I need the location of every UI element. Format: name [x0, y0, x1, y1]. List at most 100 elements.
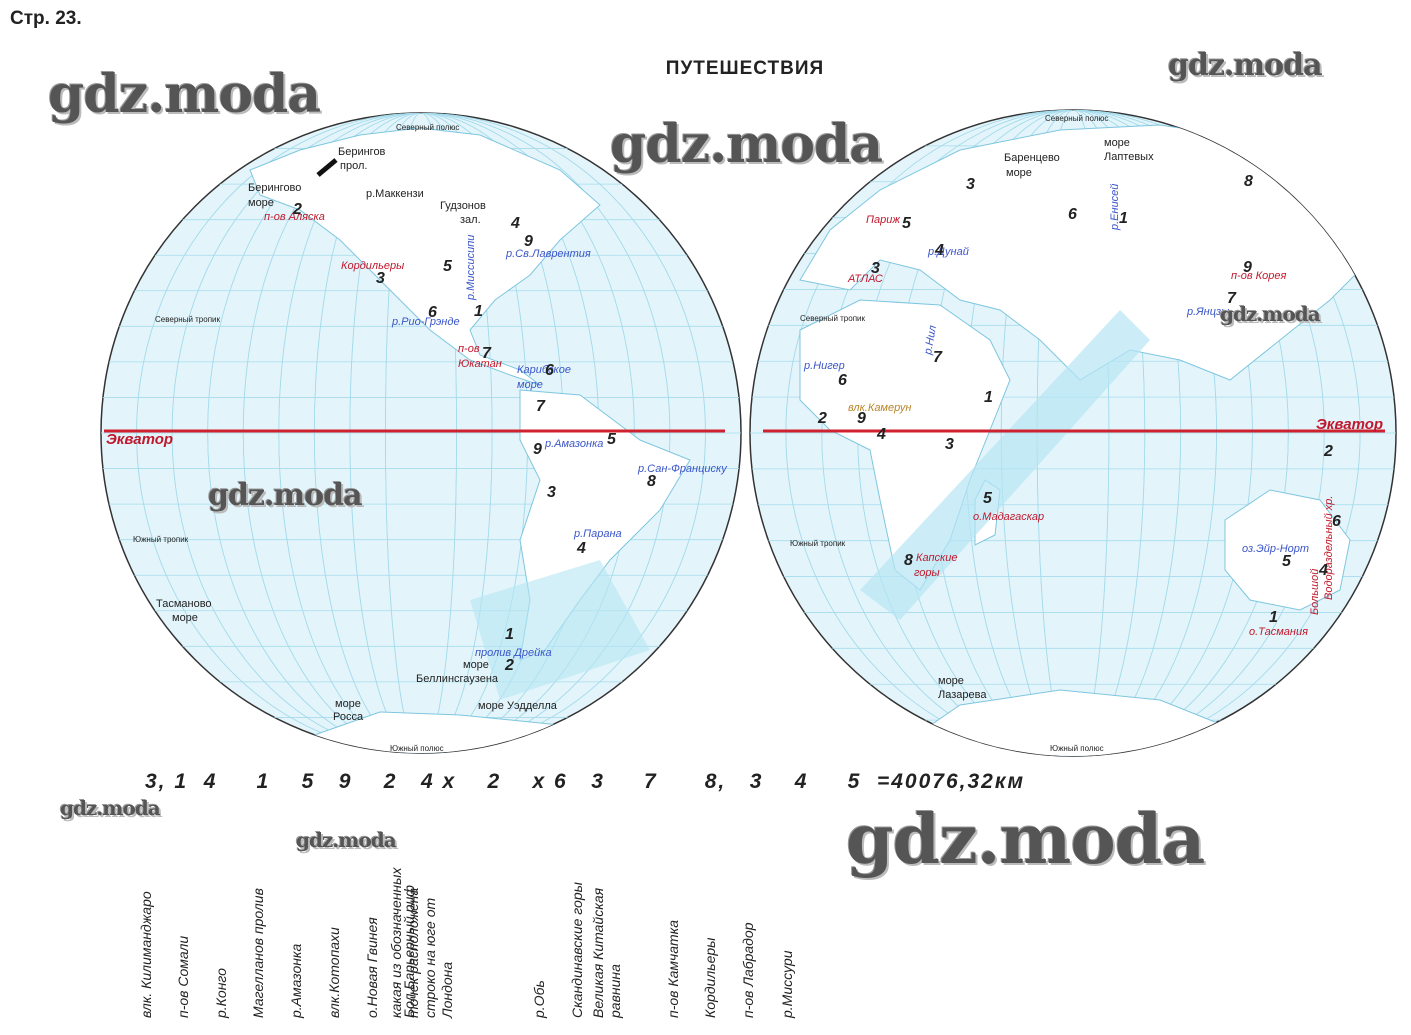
watermark: gdz.moda: [296, 828, 397, 852]
map-number: 2: [504, 657, 514, 674]
map-label: море: [248, 197, 274, 209]
map-number: 5: [902, 215, 912, 232]
page-title: ПУТЕШЕСТВИЯ: [665, 58, 825, 79]
map-number: 8: [1244, 173, 1253, 190]
map-label: Водораздельный хр.: [1323, 496, 1335, 600]
map-label: море: [1006, 167, 1032, 179]
answer-item: р.Обь: [531, 980, 547, 1018]
map-label: горы: [914, 567, 940, 579]
answer-line: 3, 1 4 1 5 9 2 4 x 2 x 6 3 7 8, 3 4 5 =4…: [145, 770, 1025, 793]
meridian-line: [349, 113, 493, 753]
map-number: 6: [838, 372, 847, 389]
map-label: море: [172, 612, 198, 624]
watermark: gdz.moda: [1168, 48, 1323, 83]
map-label: Северный тропик: [155, 315, 221, 324]
answer-item: Кордильеры: [702, 937, 718, 1018]
page-number: Стр. 23.: [10, 8, 82, 29]
map-label: р.Св.Лаврентия: [505, 248, 591, 260]
map-number: 1: [474, 303, 483, 320]
map-number: 2: [817, 410, 827, 427]
answer-item: влк. Килиманджаро: [138, 891, 154, 1018]
watermark: gdz.moda: [208, 478, 363, 513]
equator-label-east: Экватор: [1316, 416, 1383, 433]
answer-item: п-ов Лабрадор: [740, 922, 756, 1019]
map-label: р.Нигер: [803, 360, 845, 372]
map-label: р.Енисей: [1109, 184, 1121, 231]
map-label: море: [938, 675, 964, 687]
map-label: р.Миссисипи: [465, 235, 477, 301]
map-number: 9: [1243, 259, 1252, 276]
map-label: Южный полюс: [390, 744, 444, 753]
map-label: Южный полюс: [1050, 744, 1104, 753]
map-label: пролив Дрейка: [475, 647, 552, 659]
map-label: море: [335, 698, 361, 710]
map-label: Париж: [866, 214, 900, 226]
answer-item: р.Конго: [213, 968, 229, 1018]
watermark: gdz.moda: [1220, 302, 1321, 326]
map-label: Баренцево: [1004, 152, 1060, 164]
map-number: 6: [1332, 513, 1341, 530]
map-label: оз.Эйр-Норт: [1242, 543, 1309, 555]
meridian-line: [136, 113, 706, 753]
map-number: 8: [904, 552, 913, 569]
bering-strait-mark: [316, 158, 338, 177]
watermark: gdz.moda: [48, 64, 321, 125]
map-number: 3: [376, 270, 385, 287]
map-label: р.Амазонка: [544, 438, 603, 450]
answer-item: о.Новая Гвинея: [364, 917, 380, 1018]
map-number: 3: [547, 484, 556, 501]
map-label: Лаптевых: [1104, 151, 1154, 163]
answer-item: какая из обозначенных точек расположена …: [388, 867, 455, 1018]
map-number: 2: [1323, 443, 1333, 460]
answer-item: Великая Китайская равнина: [590, 887, 623, 1018]
map-label: Гудзонов: [440, 200, 486, 212]
answer-item: р.Миссури: [779, 950, 795, 1018]
watermark: gdz.moda: [610, 114, 883, 175]
map-label: прол.: [340, 160, 367, 172]
watermark: gdz.moda: [846, 800, 1205, 880]
map-label: Лазарева: [938, 689, 987, 701]
answer-item: п-ов Камчатка: [665, 919, 681, 1018]
map-label: Северный полюс: [1045, 114, 1108, 123]
map-label: Южный тропик: [790, 539, 846, 548]
map-label: море Уэдделла: [478, 700, 558, 712]
map-label: Кордильеры: [341, 260, 404, 272]
map-number: 6: [1068, 206, 1077, 223]
map-label: влк.Камерун: [848, 402, 911, 414]
west-numbers: 2 4 9 5 3 1 6 7 6 7 9 5 8 3 4 1 2: [292, 201, 656, 674]
map-label: о.Мадагаскар: [973, 511, 1044, 523]
map-number: 6: [428, 304, 437, 321]
map-number: 5: [607, 431, 617, 448]
map-label: Южный тропик: [133, 535, 189, 544]
map-label: Северный полюс: [396, 123, 459, 132]
answer-item: Скандинавские горы: [569, 882, 585, 1018]
meridian-line: [171, 113, 671, 753]
map-label: Росса: [333, 711, 364, 723]
map-label: Капские: [916, 552, 957, 564]
map-number: 5: [1282, 553, 1292, 570]
answer-item: р.Амазонка: [288, 943, 304, 1018]
meridian-line: [207, 113, 635, 753]
map-number: 3: [871, 260, 880, 277]
map-number: 8: [647, 473, 656, 490]
map-number: 3: [966, 176, 975, 193]
meridian-line: [785, 110, 1361, 756]
map-label: п-ов Корея: [1231, 270, 1286, 282]
map-label: п-ов Аляска: [264, 211, 325, 223]
answer-item: влк.Котопахи: [326, 927, 342, 1018]
map-number: 7: [536, 398, 546, 415]
map-label: Беллинсгаузена: [416, 673, 499, 685]
map-number: 4: [510, 215, 520, 232]
answer-item: Магелланов пролив: [250, 888, 266, 1018]
map-label: Берингово: [248, 182, 301, 194]
map-label: р.Маккензи: [366, 188, 424, 200]
map-number: 9: [857, 410, 866, 427]
map-label: море: [463, 659, 489, 671]
map-number: 4: [576, 540, 586, 557]
map-label: р.Нил: [922, 324, 939, 356]
map-label: Берингов: [338, 146, 386, 158]
map-number: 6: [545, 362, 554, 379]
map-label: р.Рио-Грэнде: [391, 316, 460, 328]
continents-west: [249, 127, 691, 753]
map-label: р.Дунай: [927, 246, 969, 258]
